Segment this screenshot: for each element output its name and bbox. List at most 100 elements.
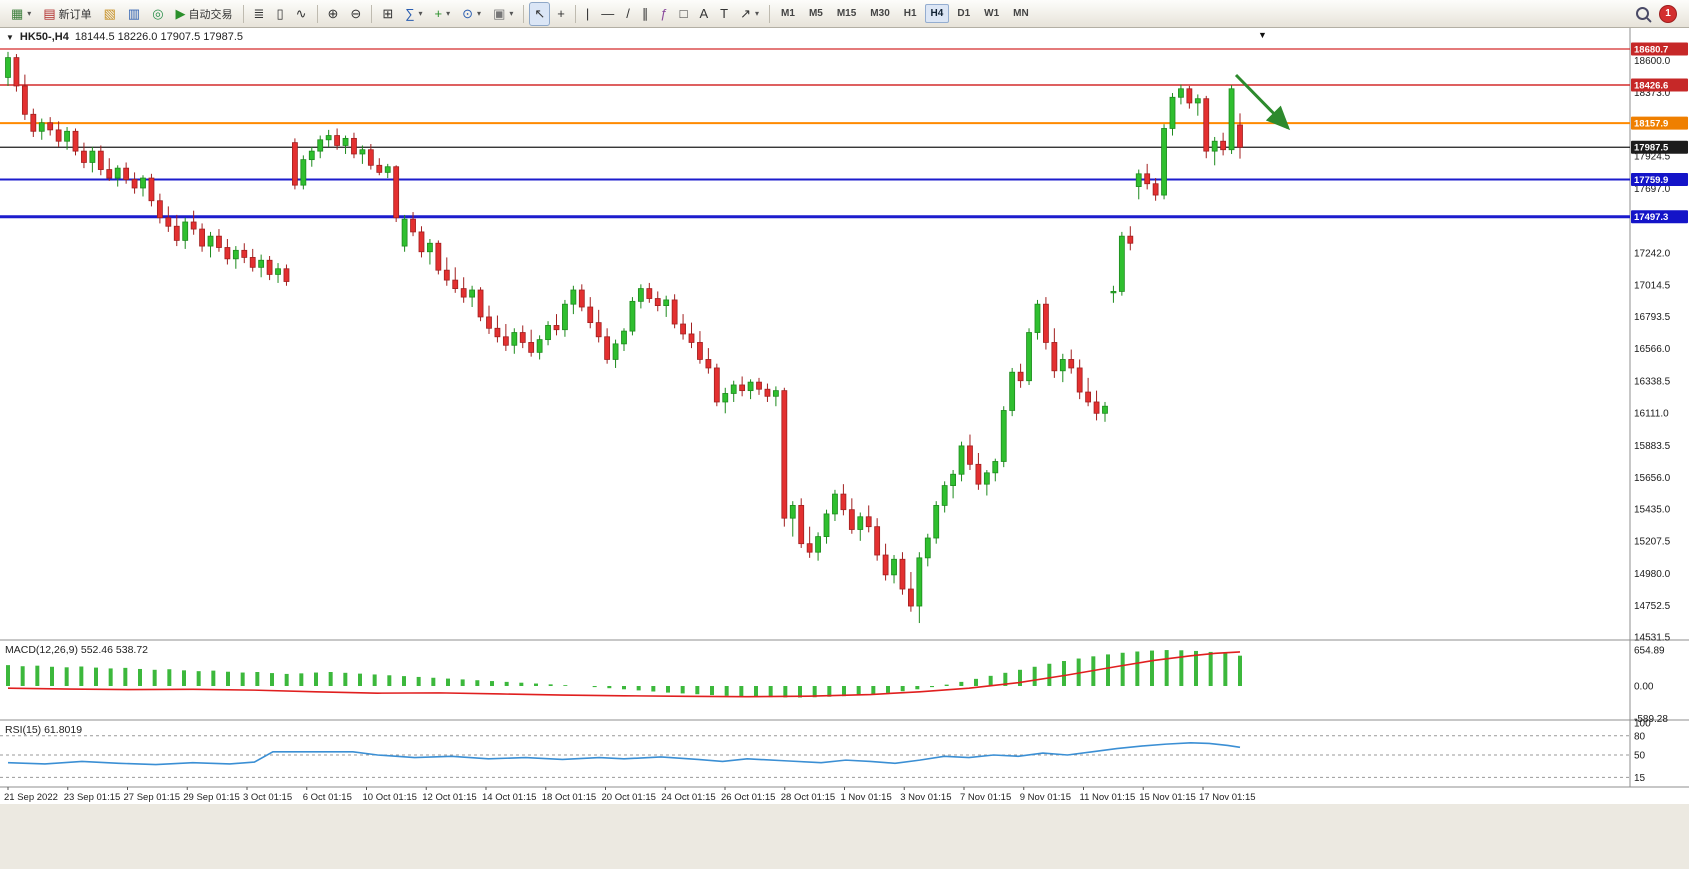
- svg-text:14980.0: 14980.0: [1634, 569, 1671, 580]
- toolbar-separator: [523, 4, 525, 23]
- chart-area[interactable]: 18600.0 18373.0 17924.5 17697.0 17242.0 17014…: [0, 28, 1689, 869]
- zoom-in-button[interactable]: ⊕: [323, 2, 344, 26]
- svg-text:16566.0: 16566.0: [1634, 344, 1671, 355]
- tile-windows-icon: ⊞: [382, 6, 394, 21]
- chevron-down-icon: ▾: [446, 9, 451, 18]
- crosshair-icon: +: [557, 6, 565, 21]
- candlestick-series: [5, 51, 1243, 624]
- search-icon[interactable]: [1636, 7, 1649, 20]
- toolbar-separator: [242, 4, 244, 23]
- profiles-icon: ▧: [103, 6, 116, 21]
- svg-text:10 Oct 01:15: 10 Oct 01:15: [363, 792, 417, 803]
- navigator-button[interactable]: ◎: [147, 2, 168, 26]
- svg-text:7 Nov 01:15: 7 Nov 01:15: [960, 792, 1011, 803]
- profiles-button[interactable]: ▧: [99, 2, 121, 26]
- notification-badge[interactable]: 1: [1659, 4, 1677, 23]
- arrows-tool-button[interactable]: ↗ ▾: [735, 2, 764, 26]
- new-chart-icon: ▦: [11, 6, 24, 21]
- template-icon: ▣: [493, 6, 506, 21]
- line-chart-mode-button[interactable]: ∿: [291, 2, 312, 26]
- trend-arrow-annotation[interactable]: [1234, 73, 1291, 131]
- price-badge-18157.9: [1631, 116, 1688, 130]
- svg-text:1 Nov 01:15: 1 Nov 01:15: [841, 792, 892, 803]
- price-badge-18426.6: [1631, 78, 1688, 92]
- svg-text:16793.5: 16793.5: [1634, 312, 1671, 323]
- line-chart-icon: ∿: [295, 6, 307, 21]
- zoom-out-button[interactable]: ⊖: [345, 2, 366, 26]
- svg-text:6 Oct 01:15: 6 Oct 01:15: [303, 792, 352, 803]
- macd-label: MACD(12,26,9) 552.46 538.72: [5, 644, 148, 656]
- price-chart[interactable]: 18600.0 18373.0 17924.5 17697.0 17242.0 17014…: [0, 28, 1689, 869]
- cursor-tool-button[interactable]: ↖: [529, 1, 551, 26]
- svg-text:14 Oct 01:15: 14 Oct 01:15: [482, 792, 536, 803]
- macd-signal-line: [7, 651, 1241, 698]
- candlestick-mode-button[interactable]: ▯: [271, 2, 288, 26]
- text-label-tool-button[interactable]: T: [715, 2, 733, 26]
- channel-tool-button[interactable]: ∥: [637, 2, 654, 26]
- timeframe-mn-button[interactable]: MN: [1013, 8, 1029, 19]
- svg-text:15435.0: 15435.0: [1634, 504, 1671, 515]
- svg-text:80: 80: [1634, 731, 1646, 742]
- svg-text:18600.0: 18600.0: [1634, 56, 1671, 67]
- new-chart-button[interactable]: ▦ ▾: [6, 2, 36, 26]
- new-order-button[interactable]: ▤ 新订单: [38, 2, 96, 26]
- svg-text:17987.5: 17987.5: [1634, 143, 1669, 154]
- svg-text:100: 100: [1634, 719, 1651, 730]
- trendline-tool-button[interactable]: /: [621, 2, 635, 26]
- toolbar-separator: [371, 4, 373, 23]
- timeframe-m15-button[interactable]: M15: [836, 8, 857, 19]
- rsi-line: [7, 742, 1241, 766]
- timeframe-w1-button[interactable]: W1: [984, 8, 1000, 19]
- timeframe-h1-button[interactable]: H1: [903, 8, 917, 19]
- timeframe-d1-button[interactable]: D1: [957, 8, 971, 19]
- svg-text:18157.9: 18157.9: [1634, 119, 1668, 130]
- svg-text:15656.0: 15656.0: [1634, 473, 1671, 484]
- tile-windows-button[interactable]: ⊞: [377, 2, 398, 26]
- market-watch-button[interactable]: ▥: [123, 2, 145, 26]
- auto-trading-button[interactable]: ▶ 自动交易: [171, 2, 238, 26]
- fibonacci-tool-button[interactable]: ƒ: [655, 2, 672, 26]
- add-indicator-button[interactable]: + ▾: [430, 2, 456, 26]
- periods-button[interactable]: ⊙ ▾: [457, 2, 486, 26]
- zoom-in-icon: ⊕: [327, 6, 339, 21]
- svg-text:15883.5: 15883.5: [1634, 441, 1671, 452]
- svg-text:-589.28: -589.28: [1634, 714, 1668, 725]
- main-toolbar: ▦ ▾ ▤ 新订单 ▧ ▥ ◎ ▶ 自动交易 ≣ ▯ ∿ ⊕ ⊖ ⊞ ∑ ▾: [0, 0, 1689, 28]
- new-order-label: 新订单: [58, 8, 92, 21]
- svg-text:14531.5: 14531.5: [1634, 633, 1671, 644]
- svg-text:17242.0: 17242.0: [1634, 248, 1671, 259]
- price-level-lines[interactable]: [0, 48, 1630, 219]
- timeframe-m1-button[interactable]: M1: [781, 8, 795, 19]
- shapes-icon: □: [679, 6, 688, 21]
- svg-text:16111.0: 16111.0: [1634, 409, 1669, 420]
- time-axis: 21 Sep 2022 23 Sep 01:15 27 Sep 01:15 29 Se…: [4, 787, 1256, 803]
- price-badge-17987.5: [1631, 140, 1688, 154]
- bar-chart-mode-button[interactable]: ≣: [249, 2, 270, 26]
- vertical-line-tool-button[interactable]: |: [581, 2, 594, 26]
- crosshair-tool-button[interactable]: +: [552, 2, 570, 26]
- zoom-out-icon: ⊖: [350, 6, 362, 21]
- arrow-object-icon: ↗: [740, 6, 752, 21]
- timeframe-m5-button[interactable]: M5: [808, 8, 823, 19]
- timeframe-h4-button[interactable]: H4: [924, 4, 950, 23]
- chart-shift-marker[interactable]: ▼: [1258, 30, 1267, 40]
- svg-text:16338.5: 16338.5: [1634, 376, 1671, 387]
- rsi-label: RSI(15) 61.8019: [5, 724, 82, 736]
- timeframe-m30-button[interactable]: M30: [870, 8, 890, 19]
- indicators-icon: ∑: [405, 6, 415, 21]
- bar-chart-icon: ≣: [253, 6, 265, 21]
- chevron-down-icon: ▾: [509, 9, 514, 18]
- svg-text:17697.0: 17697.0: [1634, 184, 1671, 195]
- symbol-dropdown-icon[interactable]: ▼: [6, 32, 14, 42]
- horizontal-line-tool-button[interactable]: —: [596, 2, 619, 26]
- price-axis: 18600.0 18373.0 17924.5 17697.0 17242.0 17014…: [1631, 42, 1688, 644]
- indicators-button[interactable]: ∑ ▾: [400, 2, 427, 26]
- templates-button[interactable]: ▣ ▾: [488, 2, 518, 26]
- svg-text:15 Nov 01:15: 15 Nov 01:15: [1139, 792, 1196, 803]
- horizontal-line-icon: —: [601, 6, 615, 21]
- text-tool-button[interactable]: A: [694, 2, 713, 26]
- shapes-tool-button[interactable]: □: [675, 2, 693, 26]
- svg-text:11 Nov 01:15: 11 Nov 01:15: [1080, 792, 1136, 803]
- chevron-down-icon: ▾: [477, 9, 482, 18]
- svg-text:18680.7: 18680.7: [1634, 45, 1668, 56]
